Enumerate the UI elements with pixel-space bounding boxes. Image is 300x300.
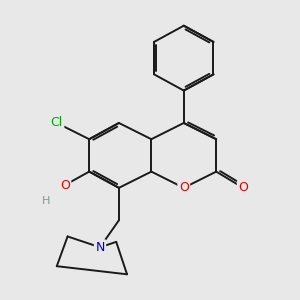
Text: O: O (238, 181, 248, 194)
Text: N: N (95, 241, 105, 254)
Text: O: O (60, 178, 70, 192)
Text: O: O (179, 181, 189, 194)
Text: H: H (42, 196, 50, 206)
Text: Cl: Cl (51, 116, 63, 130)
